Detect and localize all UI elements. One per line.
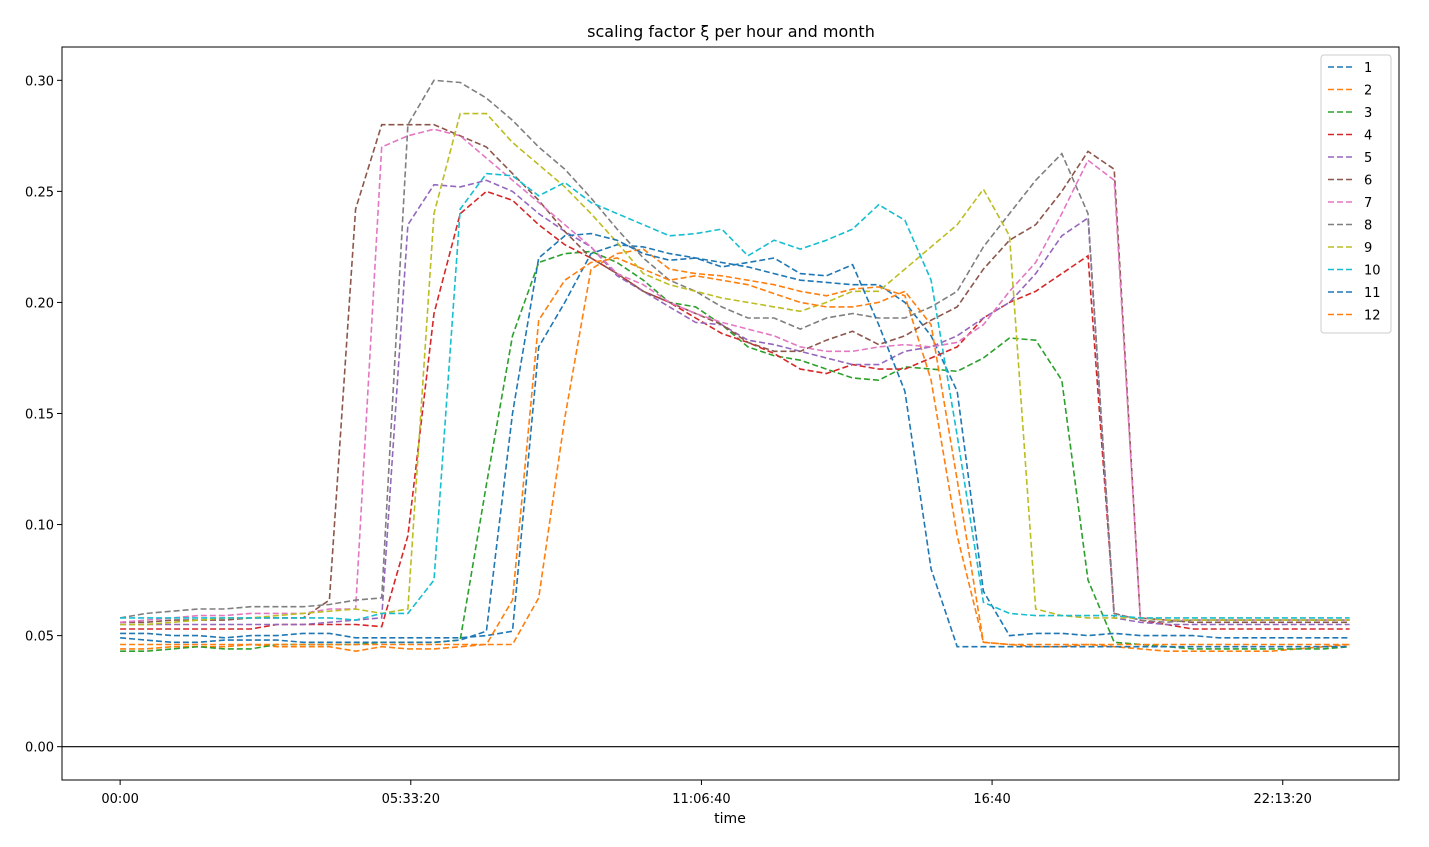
legend-box: [1320, 54, 1392, 334]
series-line-9: [120, 112, 1350, 626]
y-axis: 0.00 0.05 0.10 0.15 0.20 0.25 0.30: [25, 74, 62, 756]
legend-label-10: 10: [1364, 264, 1381, 279]
y-tick-label: 0.00: [25, 741, 54, 756]
series-line-3: [120, 250, 1350, 653]
x-axis-label: time: [714, 811, 746, 827]
legend-label-7: 7: [1364, 196, 1372, 211]
y-tick-label: 0.20: [25, 296, 54, 311]
series-line-4: [120, 190, 1350, 630]
axes-frame: [61, 46, 1400, 781]
series-line-5: [120, 179, 1350, 626]
series-line-7: [120, 128, 1350, 624]
series-line-2: [120, 248, 1350, 653]
legend-label-12: 12: [1364, 309, 1381, 324]
legend-label-5: 5: [1364, 151, 1372, 166]
chart-title: scaling factor ξ per hour and month: [587, 22, 875, 41]
x-tick-label: 00:00: [101, 792, 138, 807]
legend-label-2: 2: [1364, 84, 1372, 99]
y-tick-label: 0.15: [25, 408, 54, 423]
y-tick-label: 0.05: [25, 630, 54, 645]
legend-label-6: 6: [1364, 174, 1372, 189]
series-line-6: [120, 123, 1350, 624]
x-tick-label: 05:33:20: [382, 792, 440, 807]
y-tick-label: 0.30: [25, 74, 54, 89]
legend-label-1: 1: [1364, 61, 1372, 76]
y-tick-label: 0.25: [25, 185, 54, 200]
x-axis: 00:00 05:33:20 11:06:40 16:40 22:13:20: [101, 780, 1312, 807]
series-line-11: [120, 232, 1350, 648]
series-line-1: [120, 243, 1350, 639]
series-line-12: [120, 257, 1350, 646]
plot-area: [62, 79, 1399, 748]
y-tick-label: 0.10: [25, 519, 54, 534]
x-tick-label: 16:40: [973, 792, 1010, 807]
legend-label-9: 9: [1364, 241, 1372, 256]
x-tick-label: 11:06:40: [672, 792, 730, 807]
legend-label-4: 4: [1364, 129, 1372, 144]
legend-label-11: 11: [1364, 286, 1381, 301]
x-tick-label: 22:13:20: [1254, 792, 1312, 807]
series-line-8: [119, 79, 1350, 624]
legend-label-8: 8: [1364, 219, 1372, 234]
legend-label-3: 3: [1364, 106, 1372, 121]
series-line-10: [120, 172, 1350, 621]
